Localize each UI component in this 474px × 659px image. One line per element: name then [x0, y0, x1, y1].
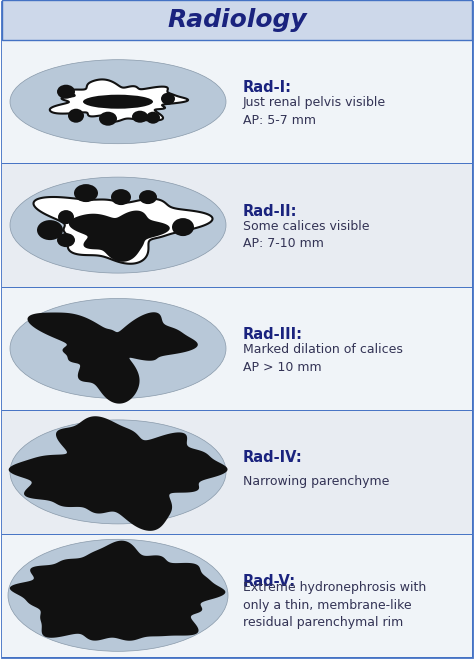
Bar [2, 40, 472, 163]
Text: Rad-I:: Rad-I: [243, 80, 292, 95]
Ellipse shape [10, 420, 226, 524]
Bar [2, 287, 472, 410]
Ellipse shape [10, 299, 226, 399]
Ellipse shape [111, 189, 131, 205]
Ellipse shape [37, 220, 63, 240]
Ellipse shape [57, 233, 75, 247]
Text: Rad-III:: Rad-III: [243, 327, 303, 342]
Bar [2, 410, 472, 534]
Ellipse shape [10, 60, 226, 144]
Text: Rad-IV:: Rad-IV: [243, 450, 303, 465]
Text: Radiology: Radiology [167, 8, 307, 32]
Ellipse shape [74, 184, 98, 202]
Polygon shape [69, 211, 170, 262]
Ellipse shape [172, 218, 194, 236]
Bar [2, 163, 472, 287]
Bar [2, 534, 472, 657]
Ellipse shape [8, 539, 228, 651]
Text: Marked dilation of calices
AP > 10 mm: Marked dilation of calices AP > 10 mm [243, 343, 403, 374]
Polygon shape [34, 197, 212, 264]
Text: Some calices visible
AP: 7-10 mm: Some calices visible AP: 7-10 mm [243, 220, 370, 250]
Ellipse shape [99, 111, 117, 126]
Ellipse shape [132, 111, 148, 123]
Ellipse shape [139, 190, 157, 204]
Ellipse shape [146, 111, 160, 124]
Ellipse shape [10, 177, 226, 273]
Ellipse shape [58, 210, 74, 224]
Ellipse shape [57, 85, 75, 99]
Text: Extreme hydronephrosis with
only a thin, membrane-like
residual parenchymal rim: Extreme hydronephrosis with only a thin,… [243, 581, 426, 629]
Polygon shape [10, 540, 226, 641]
Ellipse shape [68, 109, 84, 123]
Bar [2, 0, 472, 40]
Text: Narrowing parenchyme: Narrowing parenchyme [243, 475, 389, 488]
Text: Rad-II:: Rad-II: [243, 204, 298, 219]
Text: Just renal pelvis visible
AP: 5-7 mm: Just renal pelvis visible AP: 5-7 mm [243, 96, 386, 127]
Polygon shape [9, 416, 228, 531]
Ellipse shape [161, 93, 175, 105]
Text: Rad-V:: Rad-V: [243, 574, 296, 588]
Ellipse shape [83, 95, 153, 109]
Polygon shape [27, 312, 198, 403]
Polygon shape [50, 80, 188, 122]
